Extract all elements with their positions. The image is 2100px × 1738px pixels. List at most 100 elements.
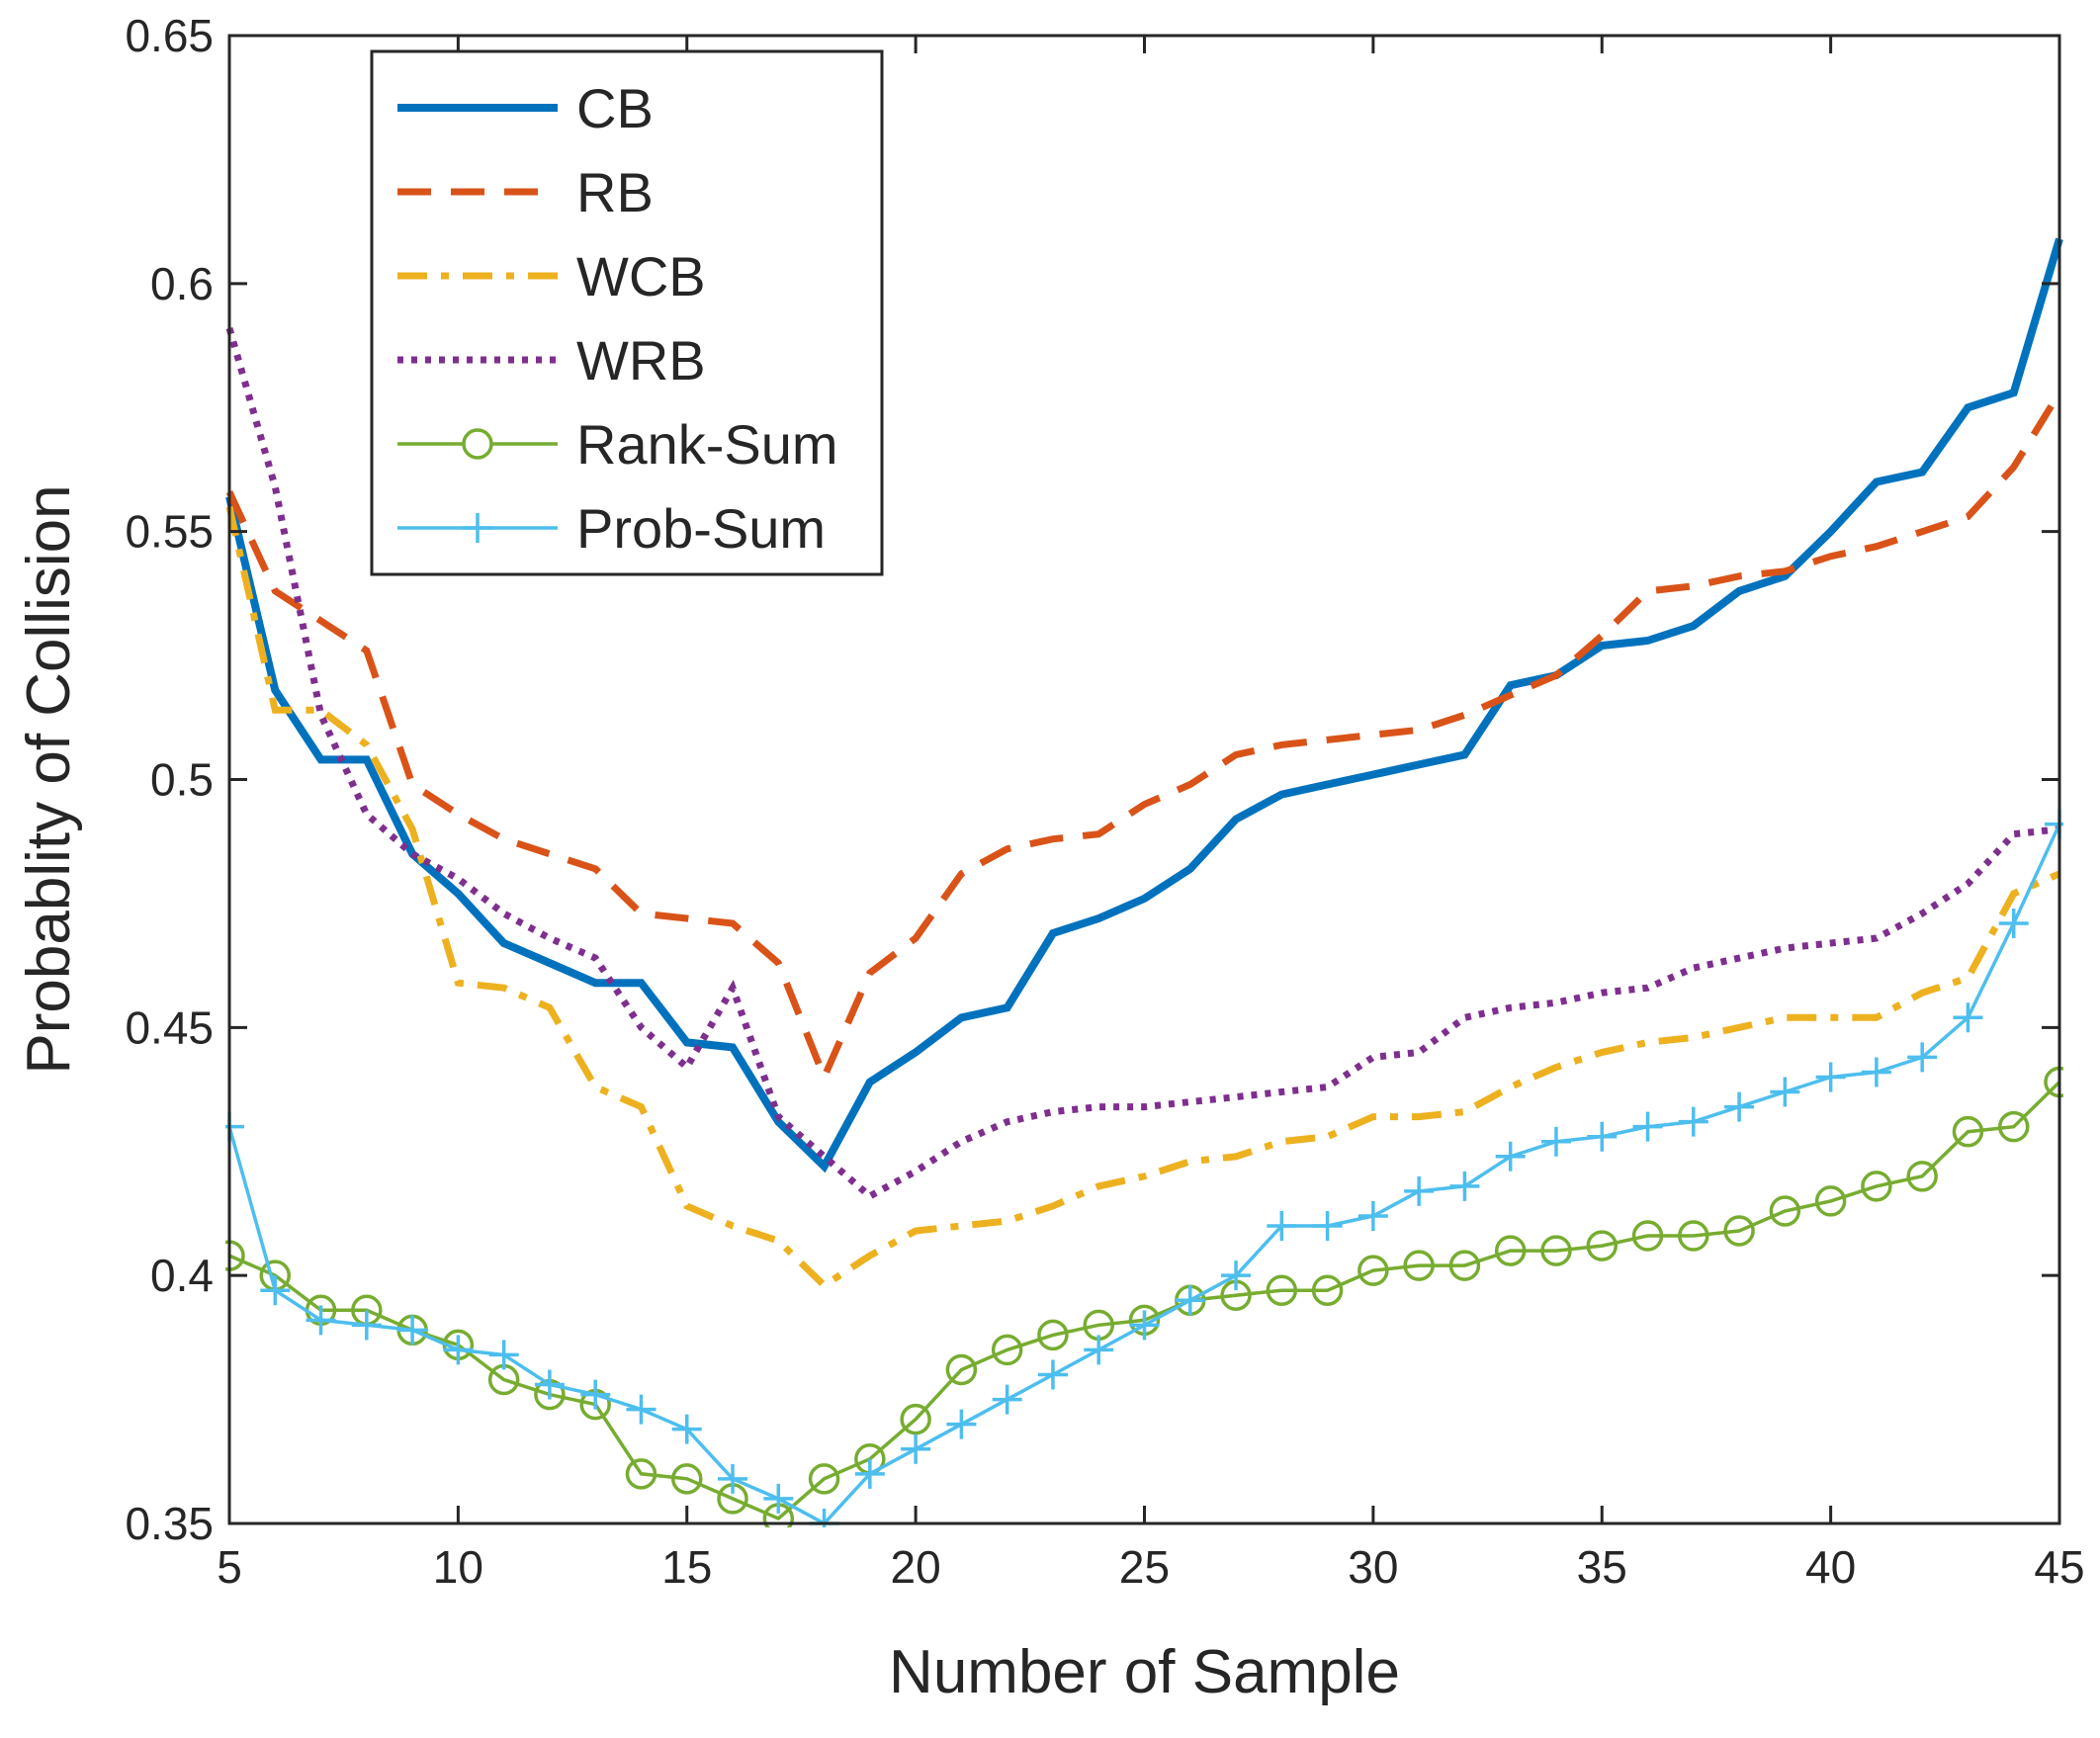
data-point-prob-sum <box>306 1305 336 1336</box>
y-axis-label: Probablity of Collision <box>15 484 83 1074</box>
x-tick-label: 20 <box>891 1541 941 1593</box>
data-point-prob-sum <box>671 1414 702 1444</box>
data-point-rank-sum <box>1814 1185 1847 1217</box>
data-point-prob-sum <box>763 1483 794 1514</box>
data-point-prob-sum <box>1084 1335 1114 1365</box>
y-tick-label: 0.55 <box>125 506 214 558</box>
data-point-prob-sum <box>1037 1359 1068 1390</box>
data-point-rank-sum <box>625 1458 657 1490</box>
legend-label-rank-sum: Rank-Sum <box>576 413 838 476</box>
series-line-wcb <box>225 505 2061 1290</box>
data-point-prob-sum <box>1357 1200 1388 1231</box>
data-point-prob-sum <box>1129 1310 1160 1341</box>
data-point-prob-sum <box>488 1340 519 1370</box>
data-point-rank-sum <box>1678 1220 1709 1252</box>
data-point-rank-sum <box>1952 1115 1984 1148</box>
data-point-prob-sum <box>1221 1260 1252 1291</box>
data-point-prob-sum <box>1998 908 2029 938</box>
series-layer <box>225 237 2063 1527</box>
y-tick-label: 0.5 <box>150 754 214 806</box>
data-point-rank-sum <box>1311 1274 1344 1306</box>
y-tick-label: 0.4 <box>150 1250 214 1301</box>
legend-label-wrb: WRB <box>576 329 706 391</box>
y-tick-label: 0.6 <box>150 258 214 309</box>
data-point-prob-sum <box>260 1275 291 1306</box>
data-point-prob-sum <box>626 1394 656 1425</box>
x-tick-label: 25 <box>1119 1541 1170 1593</box>
y-tick-label: 0.35 <box>125 1498 214 1549</box>
series-line-wrb <box>225 327 2060 1201</box>
data-point-prob-sum <box>1861 1057 1891 1087</box>
x-tick-label: 5 <box>217 1541 242 1593</box>
data-point-prob-sum <box>854 1458 885 1489</box>
series-rb <box>225 391 2062 1086</box>
data-point-prob-sum <box>718 1463 748 1494</box>
y-tick-label: 0.65 <box>125 10 214 61</box>
x-tick-label: 30 <box>1348 1541 1398 1593</box>
data-point-rank-sum <box>1997 1110 2030 1143</box>
series-cb <box>225 237 2063 1173</box>
data-point-prob-sum <box>1907 1042 1938 1073</box>
data-point-prob-sum <box>1312 1211 1343 1241</box>
data-point-prob-sum <box>901 1434 931 1464</box>
series-line-rb <box>225 391 2062 1086</box>
x-tick-label: 40 <box>1805 1541 1856 1593</box>
data-point-prob-sum <box>351 1310 382 1341</box>
data-point-rank-sum <box>1540 1235 1572 1266</box>
legend: CB RB WCB WRB Rank-Sum Prob-Sum <box>370 49 884 576</box>
data-point-prob-sum <box>992 1384 1022 1415</box>
x-axis-label: Number of Sample <box>889 1638 1400 1706</box>
data-point-rank-sum <box>1769 1195 1801 1227</box>
data-point-prob-sum <box>946 1409 977 1439</box>
data-point-prob-sum <box>1495 1141 1526 1172</box>
legend-label-rb: RB <box>576 161 654 223</box>
series-line-cb <box>225 237 2063 1173</box>
x-tick-label: 15 <box>661 1541 712 1593</box>
data-point-rank-sum <box>991 1334 1023 1366</box>
data-point-rank-sum <box>1861 1171 1892 1202</box>
data-point-rank-sum <box>1037 1319 1069 1351</box>
data-point-prob-sum <box>1540 1126 1571 1157</box>
x-tick-label: 10 <box>433 1541 483 1593</box>
data-point-prob-sum <box>1815 1062 1846 1092</box>
legend-item-rank-sum: Rank-Sum <box>397 413 838 476</box>
legend-marker-rank-sum <box>462 428 493 460</box>
data-point-rank-sum <box>1723 1215 1755 1247</box>
data-point-prob-sum <box>1267 1211 1297 1241</box>
data-point-prob-sum <box>1449 1171 1480 1201</box>
data-point-prob-sum <box>580 1379 611 1410</box>
data-point-prob-sum <box>1587 1121 1618 1152</box>
data-point-rank-sum <box>1906 1161 1938 1192</box>
data-point-prob-sum <box>1678 1106 1708 1137</box>
legend-label-prob-sum: Prob-Sum <box>576 497 826 560</box>
legend-label-wcb: WCB <box>576 245 706 307</box>
legend-item-rb: RB <box>397 161 654 223</box>
legend-box <box>370 49 884 576</box>
legend-item-cb: CB <box>397 77 654 139</box>
series-wrb <box>225 327 2060 1201</box>
data-point-prob-sum <box>1953 1002 1983 1033</box>
data-point-rank-sum <box>1448 1250 1481 1281</box>
legend-item-wrb: WRB <box>397 329 706 391</box>
data-point-prob-sum <box>397 1315 428 1346</box>
legend-marker-prob-sum <box>463 513 492 543</box>
data-point-rank-sum <box>1631 1220 1664 1252</box>
series-wcb <box>225 505 2061 1290</box>
data-point-prob-sum <box>1770 1077 1800 1107</box>
data-point-rank-sum <box>900 1403 931 1435</box>
data-point-rank-sum <box>808 1463 840 1495</box>
data-point-prob-sum <box>443 1335 474 1365</box>
data-point-prob-sum <box>534 1369 565 1400</box>
y-tick-label: 0.45 <box>125 1001 214 1053</box>
x-tick-label: 35 <box>1577 1541 1627 1593</box>
data-point-prob-sum <box>1404 1175 1435 1206</box>
data-point-prob-sum <box>1632 1111 1663 1142</box>
data-point-rank-sum <box>1494 1235 1527 1266</box>
data-point-rank-sum <box>1266 1274 1298 1306</box>
legend-item-prob-sum: Prob-Sum <box>397 497 826 560</box>
data-point-prob-sum <box>1175 1285 1205 1316</box>
legend-label-cb: CB <box>576 77 654 139</box>
data-point-rank-sum <box>1586 1230 1618 1261</box>
